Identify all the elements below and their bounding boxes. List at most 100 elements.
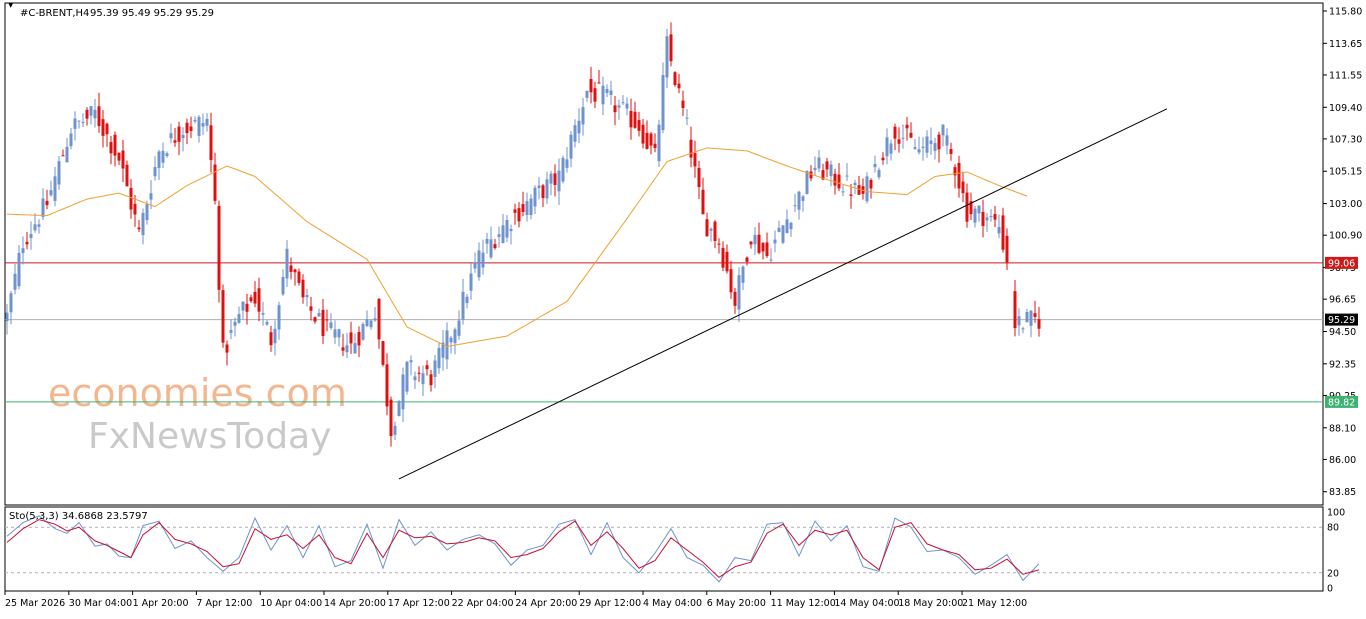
candle-body [413,376,417,381]
main-plot [5,22,1323,480]
price-tick-label: 105.15 [1329,167,1362,178]
candle-body [149,193,153,200]
candle-body [605,89,609,94]
candle-body [385,364,389,407]
candle-body [93,109,97,119]
candle-body [625,103,629,109]
candle-body [353,343,357,354]
candle-body [501,225,505,244]
candle-body [249,297,253,302]
candle-body [913,147,917,149]
candle-body [685,117,689,119]
candle-body [817,157,821,169]
price-tick-label: 92.35 [1329,359,1356,370]
candle-body [341,347,345,351]
candle-body [65,146,69,163]
candle-body [317,312,321,317]
stochastic-tick-label: 20 [1327,568,1339,579]
time-tick-label: 14 Apr 20:00 [324,598,386,609]
candle-body [537,185,541,189]
candle-body [293,269,297,273]
candle-body [845,175,849,177]
candle-body [1013,291,1017,329]
candle-body [777,227,781,232]
candle-body [853,182,857,186]
candle-body [897,139,901,144]
candle-body [469,273,473,291]
candle-body [101,119,105,136]
candle-body [465,296,469,304]
candle-body [329,322,333,328]
candle-body [725,251,729,272]
candle-body [241,301,245,311]
candle-body [1029,310,1033,326]
candle-body [141,212,145,236]
candle-body [881,157,885,161]
candle-body [493,244,497,249]
candle-body [709,228,713,231]
main-panel-frame [4,2,1324,506]
candle-body [889,143,893,154]
candle-body [789,222,793,230]
candle-body [653,143,657,148]
candle-body [37,224,41,227]
candle-body [301,279,305,298]
time-tick-label: 29 Apr 12:00 [579,598,641,609]
candle-body [925,136,929,153]
candle-body [513,209,517,213]
candle-body [841,191,845,193]
candle-body [185,122,189,134]
candle-body [941,124,945,136]
time-tick-label: 22 Apr 04:00 [452,598,514,609]
candle-body [205,118,209,126]
candle-body [745,257,749,262]
stochastic-tick-label: 0 [1327,584,1333,595]
candle-body [737,275,741,310]
candle-body [157,151,161,168]
candle-body [453,329,457,344]
candle-body [197,116,201,136]
candle-body [437,347,441,369]
time-tick-label: 21 May 12:00 [962,598,1027,609]
time-tick-label: 18 May 20:00 [898,598,963,609]
candle-body [177,126,181,142]
candle-body [277,305,281,330]
candle-body [289,265,293,272]
candle-body [477,250,481,278]
candle-body [225,344,229,353]
candle-body [529,198,533,216]
candle-body [637,120,641,131]
candle-body [753,235,757,245]
candle-body [1001,215,1005,250]
candle-body [153,167,157,177]
candle-body [425,365,429,370]
candle-body [837,174,841,189]
candle-body [409,360,413,363]
candle-body [909,132,913,138]
candle-body [805,171,809,195]
candle-body [561,157,565,182]
watermark-fxnewstoday: FxNewsToday [88,416,331,457]
candle-body [681,100,685,108]
candle-body [61,155,65,157]
time-tick-label: 24 Apr 20:00 [515,598,577,609]
candle-body [109,142,113,154]
candle-body [105,123,109,135]
candle-body [1037,319,1041,329]
candle-body [417,372,421,374]
candle-body [221,290,225,343]
candle-body [433,360,437,378]
candle-body [145,204,149,221]
dropdown-arrow-icon[interactable]: ▼ [8,1,14,9]
candle-body [89,106,93,116]
candle-body [345,345,349,353]
candle-body [669,34,673,62]
candle-body [201,122,205,127]
candle-body [565,159,569,168]
candle-body [877,169,881,178]
candle-body [85,109,89,119]
candle-body [365,319,369,327]
level-badge-resistance [1325,256,1358,269]
time-tick-label: 17 Apr 12:00 [388,598,450,609]
